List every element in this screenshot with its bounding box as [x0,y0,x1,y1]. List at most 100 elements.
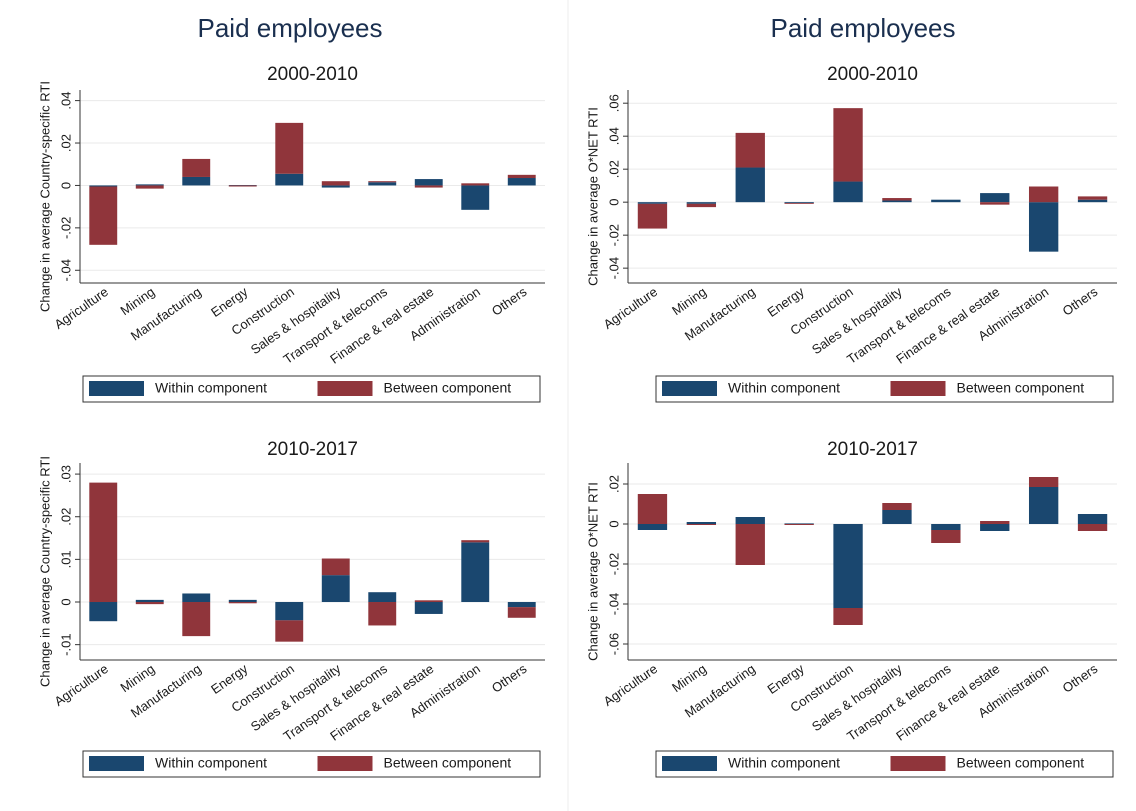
legend-label: Between component [384,380,512,396]
legend-swatch [317,381,373,396]
bar [461,540,490,543]
bar [1077,196,1108,200]
y-tick-label: -.04 [58,259,73,281]
x-tick-label: Others [1060,284,1101,319]
y-axis-label: Change in average O*NET RTI [585,107,600,286]
bar [368,602,397,626]
bar [833,524,863,608]
bar [414,600,443,603]
bar [507,178,536,186]
bar [637,494,668,524]
y-tick-label: -.02 [606,553,621,575]
x-tick-label: Mining [669,661,709,695]
legend-swatch [89,756,144,771]
bar [980,202,1010,205]
legend-box [82,750,541,778]
bar [182,593,211,603]
bar [135,599,164,603]
x-tick-label: Mining [669,284,709,318]
legend-box [655,375,1114,403]
bar [833,181,863,203]
bar [321,185,350,188]
bar [507,602,536,608]
bar [507,174,536,179]
y-axis-label: Change in average Country-specific RTI [37,81,52,312]
y-tick-label: .02 [606,160,621,178]
bar [89,186,118,245]
y-tick-label: 0 [606,199,621,206]
bar [275,602,304,621]
x-tick-label: Mining [117,284,157,318]
bar [637,203,668,229]
y-tick-label: -.04 [606,593,621,615]
chart-title: Paid employees [198,13,383,43]
chart-title: Paid employees [771,13,956,43]
bar [507,607,536,618]
bar [275,122,304,174]
y-tick-label: .02 [58,508,73,526]
bar [686,522,717,524]
bar [882,510,912,524]
bar [735,132,765,168]
bar [882,200,912,203]
y-axis-label: Change in average Country-specific RTI [37,456,52,687]
x-tick-label: Energy [764,661,807,697]
legend-label: Within component [728,755,840,771]
bar [1028,186,1059,203]
bar [135,185,164,189]
bar [135,602,164,605]
x-tick-label: Others [489,284,530,319]
chart-subtitle: 2010-2017 [827,439,918,460]
y-tick-label: .03 [58,465,73,483]
x-tick-label: Agriculture [51,284,111,332]
bar [637,524,668,530]
bar [686,202,717,204]
legend-box [82,375,541,403]
y-tick-label: -.02 [58,217,73,239]
chart-subtitle: 2000-2010 [827,64,918,85]
bar [833,608,863,625]
legend-label: Between component [957,380,1085,396]
legend-label: Between component [957,755,1085,771]
x-tick-label: Agriculture [601,284,661,332]
bar [784,202,814,203]
bar [931,524,961,530]
x-tick-label: Agriculture [51,661,111,709]
y-tick-label: .02 [58,134,73,152]
x-tick-label: Others [1060,661,1101,696]
bar [89,602,118,622]
bar [1077,514,1108,524]
bar [321,558,350,576]
bar [1077,199,1108,203]
bar [228,185,257,187]
y-tick-label: 0 [58,182,73,189]
bar [882,198,912,201]
bar [414,179,443,186]
bar [686,524,717,525]
bar [735,524,765,565]
bar [735,517,765,524]
y-tick-label: .04 [58,92,73,110]
bar [882,503,912,510]
y-tick-label: -.04 [606,257,621,279]
bar [461,183,490,186]
bar [89,185,118,187]
y-tick-label: 0 [58,598,73,605]
legend-swatch [662,381,717,396]
x-tick-label: Energy [764,284,807,320]
legend-label: Between component [384,755,512,771]
bar [1028,477,1059,487]
bar [833,108,863,182]
bar [461,542,490,603]
bar [1077,524,1108,531]
bar [784,524,814,525]
bar [980,524,1010,531]
y-tick-label: .01 [58,550,73,568]
legend-label: Within component [155,380,267,396]
y-tick-label: .02 [606,475,621,493]
chart-subtitle: 2010-2017 [267,439,358,460]
bar [182,602,211,637]
y-axis-label: Change in average O*NET RTI [585,482,600,661]
chart-subtitle: 2000-2010 [267,64,358,85]
